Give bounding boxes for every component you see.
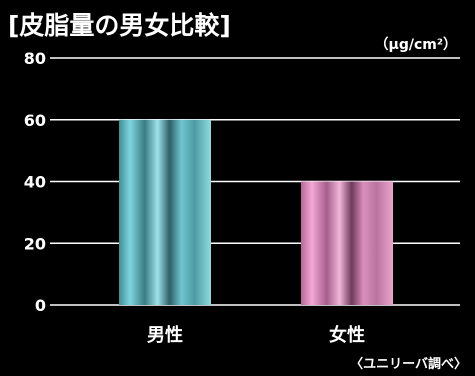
bar-male: [119, 119, 211, 305]
y-tick-label: 60: [24, 111, 46, 130]
label-layer: 0 20 40 60 80 男性 女性: [24, 49, 365, 346]
y-tick-label: 80: [24, 49, 46, 68]
x-category-label: 女性: [329, 324, 365, 346]
source-label: 〈ユニリーバ調べ〉: [350, 357, 467, 372]
y-tick-label: 0: [35, 296, 46, 315]
y-tick-label: 20: [24, 234, 46, 253]
grid-layer: [50, 57, 460, 306]
y-tick-label: 40: [24, 173, 46, 192]
bar-female: [301, 181, 393, 305]
x-category-label: 男性: [147, 324, 183, 346]
chart-title: [皮脂量の男女比較]: [8, 11, 231, 40]
unit-label: （μg/cm²）: [374, 37, 457, 53]
bar-layer: [119, 119, 393, 305]
